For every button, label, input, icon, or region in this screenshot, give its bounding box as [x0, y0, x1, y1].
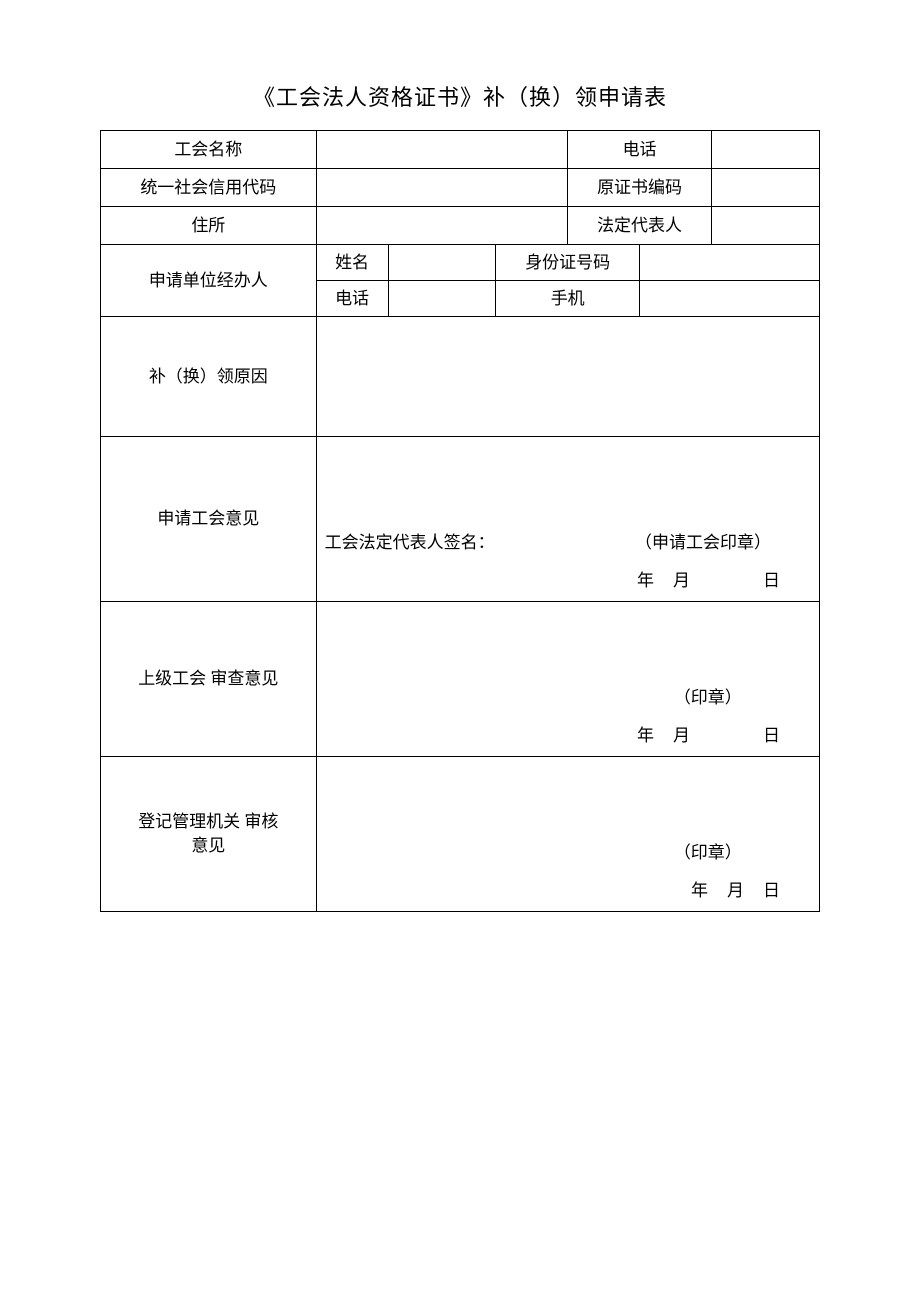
label-union-opinion: 申请工会意见 — [101, 437, 317, 602]
value-union-name — [316, 131, 568, 169]
value-union-opinion: 工会法定代表人签名： （申请工会印章） 年 月 日 — [316, 437, 819, 602]
signature-label: 工会法定代表人签名： — [325, 533, 495, 552]
row-usci: 统一社会信用代码 原证书编码 — [101, 169, 820, 207]
row-agent-1: 申请单位经办人 姓名 身份证号码 — [101, 245, 820, 281]
label-reason: 补（换）领原因 — [101, 317, 317, 437]
application-form: 工会名称 电话 统一社会信用代码 原证书编码 住所 法定代表人 申请单位经办人 … — [100, 130, 820, 912]
label-registration-opinion: 登记管理机关 审核 意见 — [101, 757, 317, 912]
label-agent-id: 身份证号码 — [496, 245, 640, 281]
value-superior-opinion: （印章） 年 月 日 — [316, 602, 819, 757]
label-applicant-agent: 申请单位经办人 — [101, 245, 317, 317]
label-union-name: 工会名称 — [101, 131, 317, 169]
value-agent-name — [388, 245, 496, 281]
date-line-1: 年 月 日 — [325, 569, 811, 593]
apply-stamp-label: （申请工会印章） — [635, 531, 771, 555]
row-registration-opinion: 登记管理机关 审核 意见 （印章） 年 月 日 — [101, 757, 820, 912]
label-usci: 统一社会信用代码 — [101, 169, 317, 207]
value-agent-id — [640, 245, 820, 281]
row-union-opinion: 申请工会意见 工会法定代表人签名： （申请工会印章） 年 月 日 — [101, 437, 820, 602]
label-agent-tel: 电话 — [316, 281, 388, 317]
page-title: 《工会法人资格证书》补（换）领申请表 — [100, 80, 820, 112]
label-address: 住所 — [101, 207, 317, 245]
label-orig-cert-no: 原证书编码 — [568, 169, 712, 207]
value-reason — [316, 317, 819, 437]
stamp-label-2: （印章） — [325, 686, 811, 710]
value-usci — [316, 169, 568, 207]
value-registration-opinion: （印章） 年 月 日 — [316, 757, 819, 912]
date-line-2: 年 月 日 — [325, 724, 811, 748]
value-address — [316, 207, 568, 245]
label-agent-mobile: 手机 — [496, 281, 640, 317]
label-agent-name: 姓名 — [316, 245, 388, 281]
row-superior-opinion: 上级工会 审查意见 （印章） 年 月 日 — [101, 602, 820, 757]
label-phone: 电话 — [568, 131, 712, 169]
row-address: 住所 法定代表人 — [101, 207, 820, 245]
value-legal-rep — [711, 207, 819, 245]
value-agent-mobile — [640, 281, 820, 317]
value-phone — [711, 131, 819, 169]
row-reason: 补（换）领原因 — [101, 317, 820, 437]
label-legal-rep: 法定代表人 — [568, 207, 712, 245]
value-orig-cert-no — [711, 169, 819, 207]
value-agent-tel — [388, 281, 496, 317]
stamp-label-3: （印章） — [325, 841, 811, 865]
date-line-3: 年 月 日 — [325, 879, 811, 903]
row-union-name: 工会名称 电话 — [101, 131, 820, 169]
label-superior-opinion: 上级工会 审查意见 — [101, 602, 317, 757]
